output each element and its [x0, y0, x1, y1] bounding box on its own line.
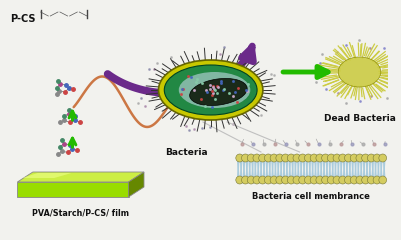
Text: PVA/Starch/P-CS/ film: PVA/Starch/P-CS/ film [32, 209, 129, 218]
Ellipse shape [179, 72, 250, 108]
Circle shape [322, 154, 329, 162]
Circle shape [356, 154, 364, 162]
Circle shape [322, 176, 329, 184]
Circle shape [350, 176, 358, 184]
Circle shape [259, 176, 266, 184]
Circle shape [333, 154, 341, 162]
Circle shape [316, 154, 324, 162]
Ellipse shape [190, 78, 247, 106]
Polygon shape [129, 172, 144, 197]
Circle shape [327, 154, 335, 162]
Circle shape [264, 176, 272, 184]
Circle shape [339, 154, 346, 162]
Circle shape [247, 176, 255, 184]
Circle shape [236, 176, 243, 184]
Circle shape [259, 154, 266, 162]
Text: Dead Bacteria: Dead Bacteria [324, 114, 395, 123]
Circle shape [241, 154, 249, 162]
Circle shape [264, 154, 272, 162]
Text: Bacteria cell membrance: Bacteria cell membrance [252, 192, 370, 201]
Circle shape [304, 154, 312, 162]
Circle shape [253, 154, 261, 162]
Text: Bacteria: Bacteria [165, 148, 208, 157]
Circle shape [367, 154, 375, 162]
Circle shape [282, 176, 289, 184]
Circle shape [282, 154, 289, 162]
Text: P-CS: P-CS [10, 14, 35, 24]
Ellipse shape [164, 65, 257, 115]
Circle shape [310, 154, 318, 162]
Circle shape [344, 176, 352, 184]
Circle shape [327, 176, 335, 184]
Circle shape [379, 176, 387, 184]
Circle shape [339, 176, 346, 184]
Circle shape [241, 176, 249, 184]
Circle shape [356, 176, 364, 184]
Circle shape [362, 154, 369, 162]
Circle shape [373, 154, 381, 162]
Ellipse shape [158, 60, 263, 120]
Circle shape [362, 176, 369, 184]
Circle shape [316, 176, 324, 184]
Circle shape [293, 154, 301, 162]
Circle shape [299, 176, 306, 184]
Circle shape [379, 154, 387, 162]
Circle shape [253, 176, 261, 184]
Circle shape [287, 154, 295, 162]
Circle shape [293, 176, 301, 184]
Circle shape [236, 154, 243, 162]
Circle shape [350, 154, 358, 162]
Circle shape [276, 176, 284, 184]
Circle shape [304, 176, 312, 184]
Polygon shape [17, 172, 144, 182]
Circle shape [310, 176, 318, 184]
Circle shape [333, 176, 341, 184]
Ellipse shape [338, 57, 381, 87]
Circle shape [287, 176, 295, 184]
Circle shape [299, 154, 306, 162]
Circle shape [276, 154, 284, 162]
Circle shape [367, 176, 375, 184]
Polygon shape [17, 182, 129, 197]
Circle shape [247, 154, 255, 162]
Circle shape [270, 154, 278, 162]
Polygon shape [22, 173, 71, 178]
Circle shape [270, 176, 278, 184]
Circle shape [344, 154, 352, 162]
Circle shape [373, 176, 381, 184]
